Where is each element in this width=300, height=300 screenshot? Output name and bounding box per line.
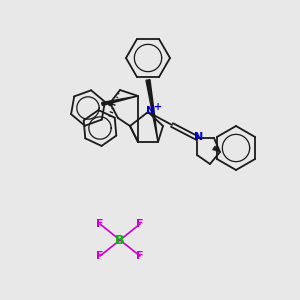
Text: F: F (136, 251, 144, 261)
Text: F: F (96, 219, 104, 229)
Polygon shape (146, 80, 158, 142)
Text: B: B (115, 233, 125, 247)
Text: N: N (146, 106, 156, 116)
Polygon shape (102, 96, 138, 106)
Text: F: F (96, 251, 104, 261)
Text: N: N (194, 132, 204, 142)
Text: F: F (136, 219, 144, 229)
Text: +: + (154, 102, 162, 112)
